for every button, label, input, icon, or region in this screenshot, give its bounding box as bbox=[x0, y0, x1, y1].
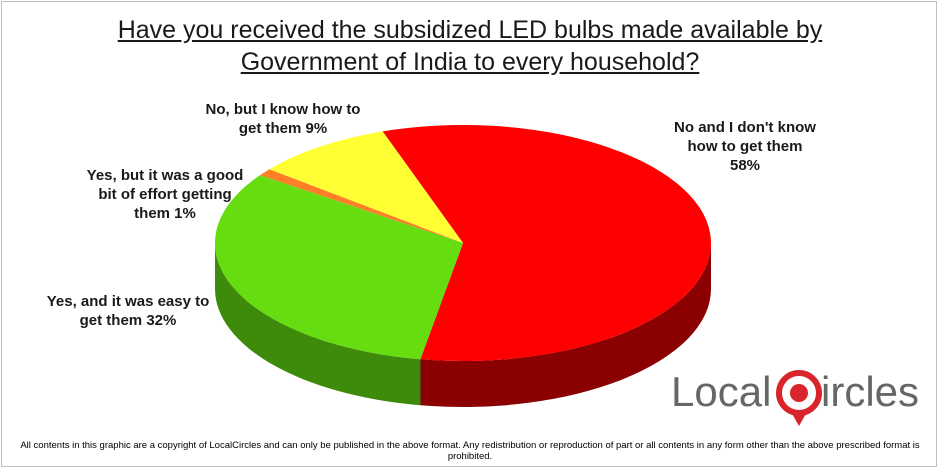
slice-label-line: 58% bbox=[729, 157, 761, 174]
logo-text-ircles: ircles bbox=[821, 368, 919, 415]
pie-slice bbox=[214, 175, 463, 360]
pie-slice-side bbox=[215, 243, 421, 406]
pie-slice bbox=[269, 131, 463, 243]
slice-label-no-dont-know: No and I don't know how to get them 58% bbox=[640, 118, 850, 175]
slice-label-yes-easy: Yes, and it was easy to get them 32% bbox=[8, 292, 248, 330]
slice-label-line: get them 32% bbox=[79, 312, 177, 329]
slice-label-line: No and I don't know bbox=[674, 119, 816, 136]
slice-label-line: how to get them bbox=[687, 138, 803, 155]
logo-pin-icon bbox=[776, 370, 822, 426]
slice-label-line: them 1% bbox=[134, 205, 196, 222]
localcircles-logo: Local ircles bbox=[671, 368, 919, 426]
chart-title-line-1: Have you received the subsidized LED bul… bbox=[117, 16, 823, 44]
copyright-footer: All contents in this graphic are a copyr… bbox=[20, 440, 920, 462]
chart-title-line-2: Government of India to every household? bbox=[240, 48, 700, 76]
slice-label-line: No, but I know how to bbox=[205, 101, 361, 118]
slice-label-line: Yes, and it was easy to bbox=[46, 293, 210, 310]
slice-label-no-know-how: No, but I know how to get them 9% bbox=[178, 100, 388, 138]
pie-slice bbox=[382, 125, 711, 362]
chart-title: Have you received the subsidized LED bul… bbox=[0, 14, 940, 78]
slice-label-line: bit of effort getting bbox=[98, 186, 232, 203]
slice-label-line: Yes, but it was a good bbox=[86, 167, 244, 184]
slice-label-yes-effort: Yes, but it was a good bit of effort get… bbox=[50, 166, 280, 223]
logo-text-local: Local bbox=[671, 368, 771, 415]
pie-slice-side bbox=[420, 243, 711, 407]
slice-label-line: get them 9% bbox=[238, 120, 328, 137]
pie-slice bbox=[260, 169, 463, 243]
